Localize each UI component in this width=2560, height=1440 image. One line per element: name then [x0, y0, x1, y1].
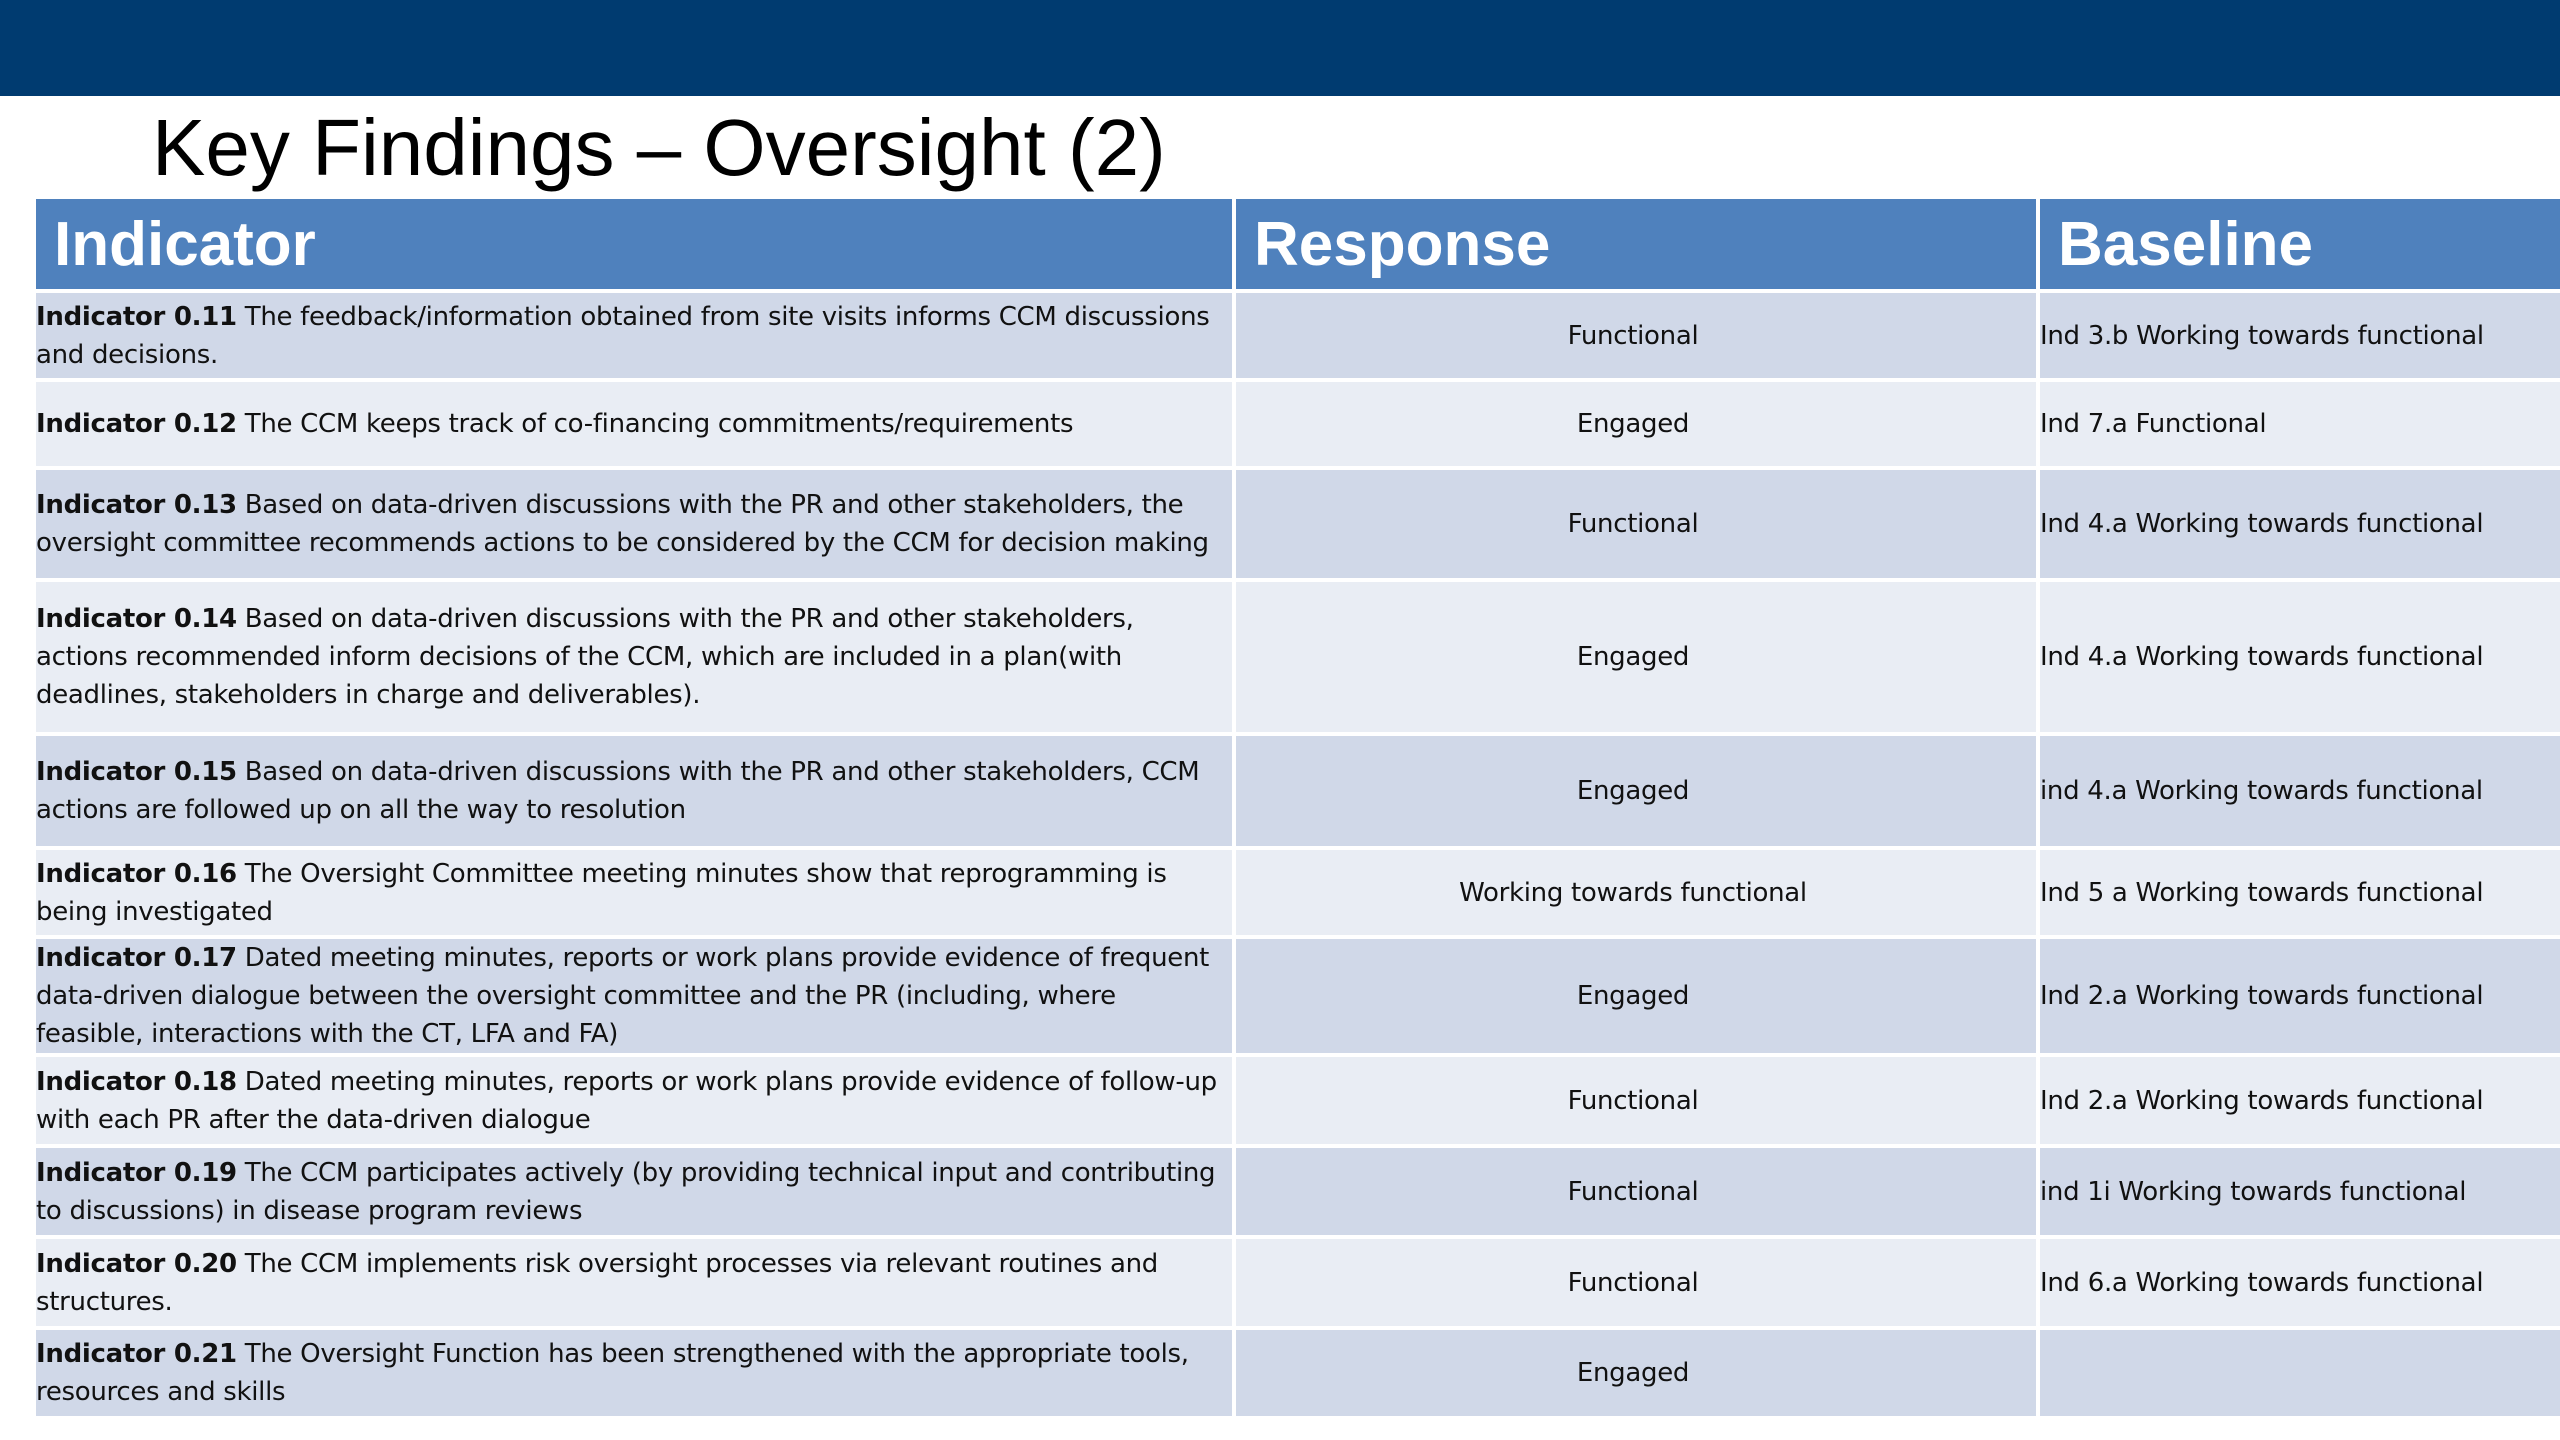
table-row: Indicator 0.15 Based on data-driven disc… [36, 734, 2560, 850]
indicator-cell: Indicator 0.14 Based on data-driven disc… [36, 580, 1236, 736]
baseline-cell: Ind 4.a Working towards functional [2038, 580, 2560, 736]
indicator-label: Indicator 0.20 [36, 1248, 237, 1279]
indicator-text: The CCM implements risk oversight proces… [36, 1248, 1158, 1317]
response-cell: Engaged [1234, 1328, 2040, 1420]
indicator-label: Indicator 0.15 [36, 757, 237, 787]
indicator-cell: Indicator 0.17 Dated meeting minutes, re… [36, 937, 1236, 1057]
response-cell: Functional [1234, 468, 2040, 582]
indicator-label: Indicator 0.21 [36, 1339, 237, 1369]
slide-title: Key Findings – Oversight (2) [152, 103, 1166, 192]
indicator-text: Based on data-driven discussions with th… [36, 604, 1134, 710]
baseline-cell [2038, 1328, 2560, 1420]
indicator-text: Based on data-driven discussions with th… [36, 757, 1200, 825]
baseline-cell: ind 1i Working towards functional [2038, 1146, 2560, 1239]
table-row: Indicator 0.16 The Oversight Committee m… [36, 848, 2560, 939]
response-cell: Functional [1234, 1146, 2040, 1239]
indicator-label: Indicator 0.19 [36, 1157, 237, 1188]
table-row: Indicator 0.12 The CCM keeps track of co… [36, 380, 2560, 470]
response-cell: Working towards functional [1234, 848, 2040, 939]
indicator-cell: Indicator 0.21 The Oversight Function ha… [36, 1328, 1236, 1420]
baseline-cell: Ind 2.a Working towards functional [2038, 937, 2560, 1057]
response-cell: Functional [1234, 1055, 2040, 1148]
indicator-cell: Indicator 0.16 The Oversight Committee m… [36, 848, 1236, 939]
header-baseline: Baseline [2038, 199, 2560, 293]
indicator-cell: Indicator 0.15 Based on data-driven disc… [36, 734, 1236, 850]
top-banner [0, 0, 2560, 96]
indicator-label: Indicator 0.13 [36, 490, 237, 520]
response-cell: Engaged [1234, 580, 2040, 736]
table-row: Indicator 0.17 Dated meeting minutes, re… [36, 937, 2560, 1057]
response-cell: Engaged [1234, 734, 2040, 850]
header-indicator: Indicator [36, 199, 1236, 293]
findings-table: Indicator Response Baseline Indicator 0.… [36, 199, 2560, 1420]
table-row: Indicator 0.19 The CCM participates acti… [36, 1146, 2560, 1239]
response-cell: Engaged [1234, 937, 2040, 1057]
baseline-cell: Ind 7.a Functional [2038, 380, 2560, 470]
indicator-text: Dated meeting minutes, reports or work p… [36, 943, 1210, 1049]
indicator-cell: Indicator 0.20 The CCM implements risk o… [36, 1237, 1236, 1330]
header-row: Indicator Response Baseline [36, 199, 2560, 293]
table-row: Indicator 0.18 Dated meeting minutes, re… [36, 1055, 2560, 1148]
baseline-cell: Ind 6.a Working towards functional [2038, 1237, 2560, 1330]
indicator-text: The Oversight Function has been strength… [36, 1339, 1189, 1407]
baseline-cell: Ind 3.b Working towards functional [2038, 291, 2560, 382]
indicator-label: Indicator 0.14 [36, 604, 237, 634]
indicator-label: Indicator 0.18 [36, 1066, 237, 1097]
indicator-label: Indicator 0.16 [36, 858, 237, 889]
indicator-cell: Indicator 0.18 Dated meeting minutes, re… [36, 1055, 1236, 1148]
baseline-cell: Ind 2.a Working towards functional [2038, 1055, 2560, 1148]
response-cell: Functional [1234, 291, 2040, 382]
table-row: Indicator 0.11 The feedback/information … [36, 291, 2560, 382]
indicator-text: The Oversight Committee meeting minutes … [36, 858, 1167, 927]
indicator-label: Indicator 0.17 [36, 943, 237, 973]
indicator-cell: Indicator 0.19 The CCM participates acti… [36, 1146, 1236, 1239]
response-cell: Functional [1234, 1237, 2040, 1330]
header-response: Response [1234, 199, 2040, 293]
baseline-cell: ind 4.a Working towards functional [2038, 734, 2560, 850]
indicator-text: The CCM participates actively (by provid… [36, 1157, 1216, 1226]
indicator-cell: Indicator 0.12 The CCM keeps track of co… [36, 380, 1236, 470]
indicator-label: Indicator 0.12 [36, 409, 237, 439]
table-row: Indicator 0.21 The Oversight Function ha… [36, 1328, 2560, 1420]
baseline-cell: Ind 4.a Working towards functional [2038, 468, 2560, 582]
indicator-cell: Indicator 0.13 Based on data-driven disc… [36, 468, 1236, 582]
table-row: Indicator 0.20 The CCM implements risk o… [36, 1237, 2560, 1330]
response-cell: Engaged [1234, 380, 2040, 470]
indicator-text: Dated meeting minutes, reports or work p… [36, 1066, 1217, 1135]
indicator-label: Indicator 0.11 [36, 301, 237, 332]
table-row: Indicator 0.14 Based on data-driven disc… [36, 580, 2560, 736]
table-row: Indicator 0.13 Based on data-driven disc… [36, 468, 2560, 582]
indicator-text: The CCM keeps track of co-financing comm… [236, 409, 1074, 439]
baseline-cell: Ind 5 a Working towards functional [2038, 848, 2560, 939]
indicator-text: Based on data-driven discussions with th… [36, 490, 1209, 558]
indicator-cell: Indicator 0.11 The feedback/information … [36, 291, 1236, 382]
indicator-text: The feedback/information obtained from s… [36, 301, 1210, 370]
